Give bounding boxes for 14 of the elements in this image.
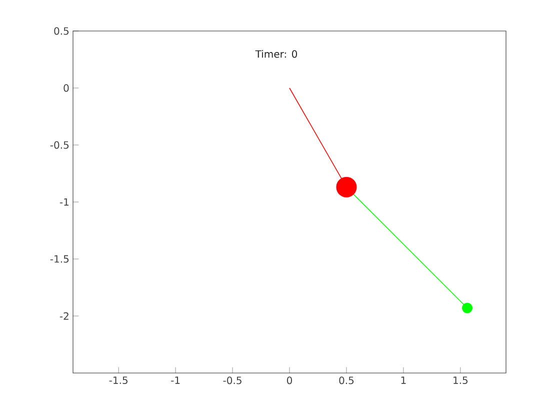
y-tick-label: -0.5 bbox=[50, 141, 69, 149]
x-tick-label: 1 bbox=[401, 376, 406, 384]
x-tick-label: 0.5 bbox=[339, 376, 354, 384]
y-tick-label: -2 bbox=[60, 312, 68, 320]
y-tick-label: 0 bbox=[64, 84, 69, 92]
y-tick-label: -1.5 bbox=[50, 255, 69, 263]
x-tick-label: 1.5 bbox=[454, 376, 468, 384]
x-tick-label: 0 bbox=[286, 376, 292, 384]
x-tick-label: -1 bbox=[171, 376, 180, 384]
annotation: Timer: 0 bbox=[255, 50, 298, 58]
x-tick-label: -0.5 bbox=[223, 376, 242, 384]
x-tick-label: -1.5 bbox=[109, 376, 128, 384]
y-tick-label: -1 bbox=[60, 198, 68, 206]
y-tick-label: 0.5 bbox=[54, 27, 69, 35]
